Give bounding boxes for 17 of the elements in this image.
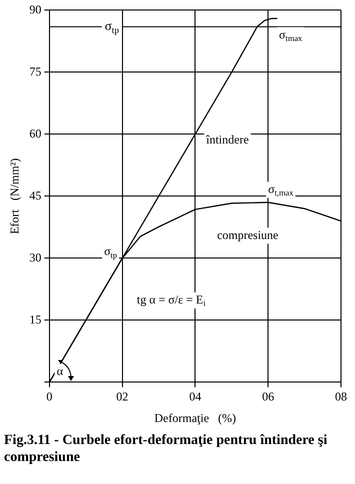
x-tick-label: 04 [189,390,202,404]
x-tick-label: 02 [116,390,128,404]
annotation: întindere [205,132,249,147]
x-tick-label: 06 [262,390,274,404]
x-tick-label: 0 [46,390,52,404]
x-axis-title: Deformaţie (%) [154,410,236,425]
annotation: compresiune [217,228,278,242]
y-tick-label: 30 [29,250,42,264]
y-tick-label: 60 [29,126,42,140]
annotation: α [56,364,64,378]
x-tick-label: 08 [335,390,347,404]
text: Fig.3.11 - Curbele efort-deformaţie pentru întindere şi compresiune [4,432,328,466]
y-tick-label: 75 [29,64,42,78]
y-tick-label: 90 [29,2,42,16]
y-tick-label: 15 [29,312,42,326]
y-tick-label: 45 [29,188,42,202]
y-axis-title: Efort (N/mm²) [7,158,22,234]
